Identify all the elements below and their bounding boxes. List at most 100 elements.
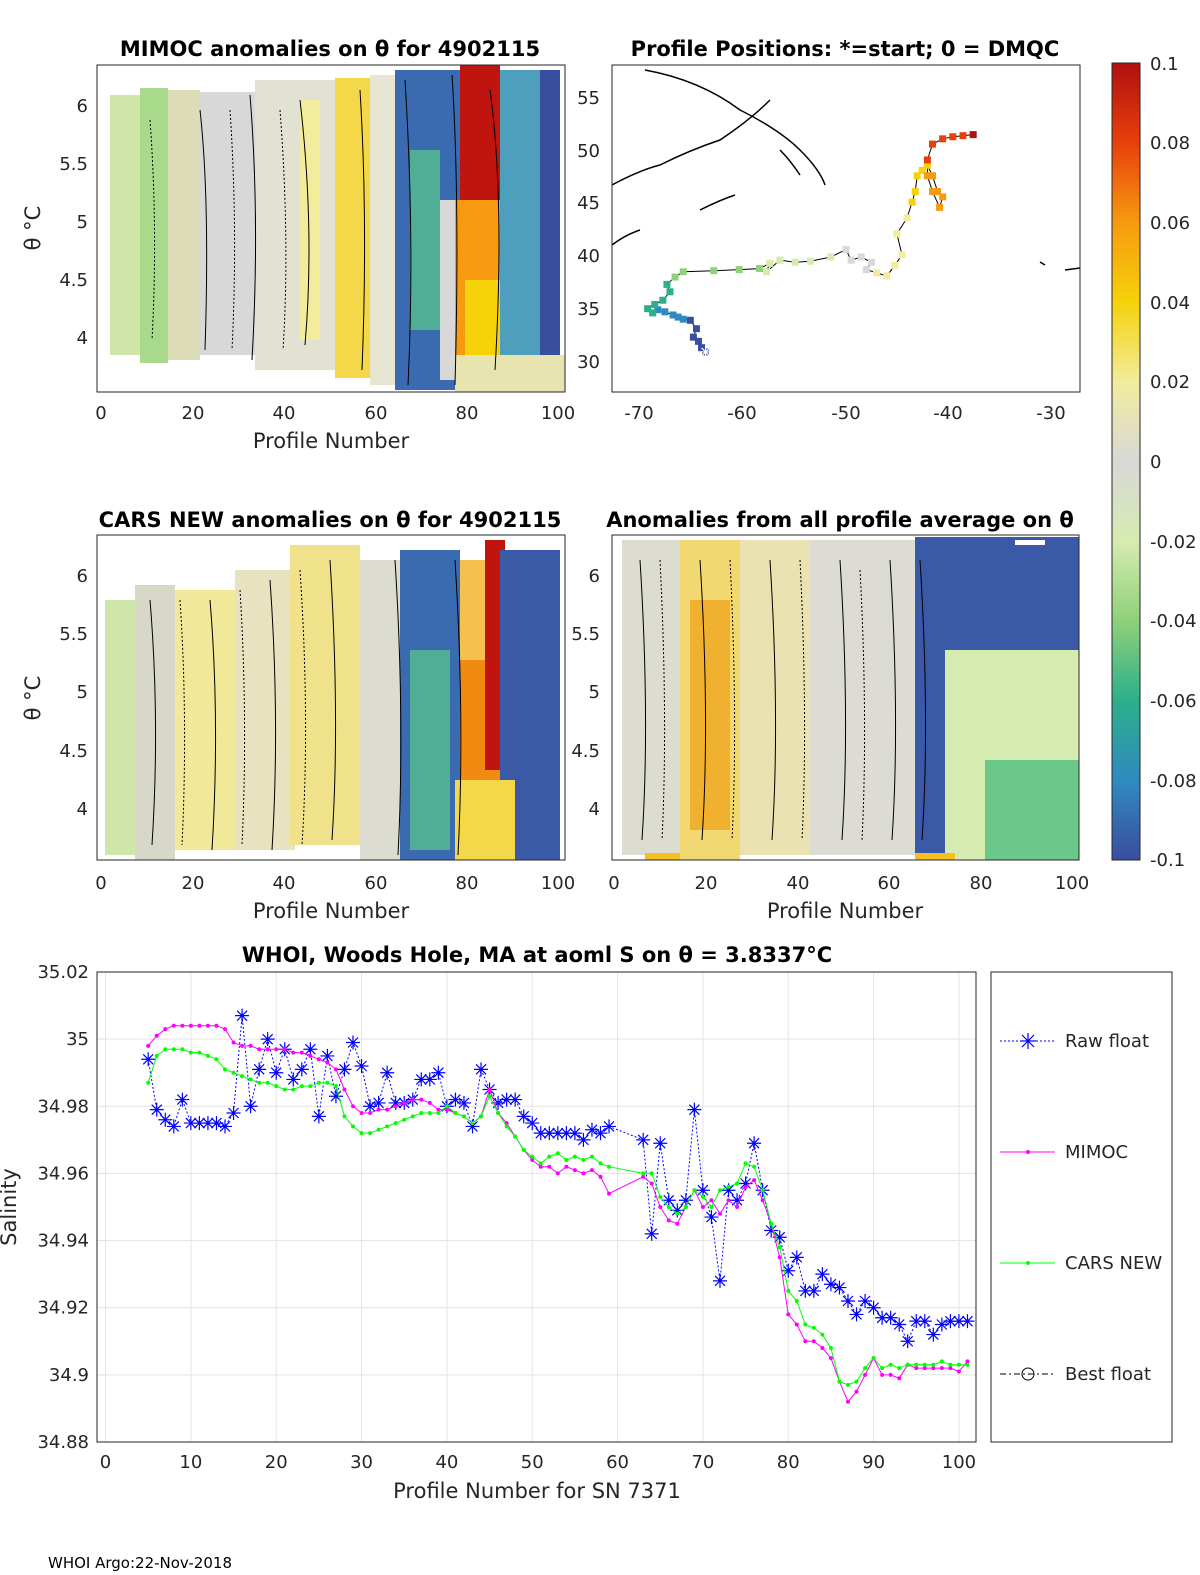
position-marker xyxy=(923,172,931,180)
data-point xyxy=(282,1087,287,1092)
data-point xyxy=(777,1245,782,1250)
data-point xyxy=(231,1070,236,1075)
cars-xticks: 0 20 40 60 80 100 xyxy=(95,873,575,894)
data-point xyxy=(530,1158,535,1162)
positions-axes-box xyxy=(611,64,1081,393)
position-marker xyxy=(674,313,682,321)
data-point xyxy=(914,1366,919,1371)
data-point xyxy=(257,1080,262,1085)
data-point xyxy=(939,1359,944,1364)
colorbar-tick: -0.1 xyxy=(1150,850,1185,871)
allavg-xtick: 100 xyxy=(1055,873,1089,894)
data-point xyxy=(359,1111,364,1115)
data-point xyxy=(866,1300,881,1315)
data-point xyxy=(880,1372,885,1377)
data-point xyxy=(593,1126,608,1141)
data-point xyxy=(547,1164,552,1169)
data-point xyxy=(448,1092,463,1107)
data-point xyxy=(692,1188,697,1193)
position-marker xyxy=(654,306,662,314)
data-point xyxy=(223,1027,228,1032)
data-point xyxy=(752,1164,757,1169)
data-point xyxy=(675,1211,680,1216)
data-point xyxy=(572,1168,577,1173)
cars-axes-box xyxy=(96,534,566,861)
allavg-xtick: 20 xyxy=(695,873,718,894)
data-point xyxy=(644,1226,659,1241)
data-point xyxy=(789,1250,804,1265)
allavg-xtick: 80 xyxy=(970,873,993,894)
legend-label: CARS NEW xyxy=(1065,1253,1162,1274)
data-point xyxy=(905,1362,910,1367)
positions-panel: Profile Positions: *=start; 0 = DMQC -70… xyxy=(577,37,1081,424)
position-marker xyxy=(911,188,919,196)
data-point xyxy=(581,1158,586,1162)
data-point xyxy=(214,1023,219,1028)
data-point xyxy=(743,1161,748,1166)
position-marker xyxy=(686,316,694,324)
data-point xyxy=(811,1339,816,1344)
data-point xyxy=(700,1205,705,1209)
data-point xyxy=(496,1111,501,1115)
data-point xyxy=(342,1087,347,1092)
data-point xyxy=(205,1053,210,1058)
cars-xlabel: Profile Number xyxy=(253,899,410,923)
data-point xyxy=(888,1362,893,1367)
data-point xyxy=(269,1065,284,1080)
position-marker xyxy=(679,315,687,323)
position-marker xyxy=(873,269,881,277)
data-point xyxy=(257,1047,262,1052)
series-line-cars-new xyxy=(147,1048,968,1386)
position-marker xyxy=(791,258,799,266)
data-point xyxy=(359,1131,364,1136)
positions-ytick: 45 xyxy=(577,193,600,214)
data-point xyxy=(820,1332,825,1337)
salinity-ytick: 34.92 xyxy=(37,1298,89,1319)
data-point xyxy=(965,1359,970,1364)
salinity-ytick: 34.9 xyxy=(49,1365,89,1386)
position-marker xyxy=(842,246,850,254)
data-point xyxy=(474,1062,489,1077)
data-point xyxy=(943,1314,958,1329)
data-point xyxy=(798,1283,813,1298)
data-point xyxy=(649,1171,654,1176)
data-point xyxy=(892,1317,907,1332)
data-point xyxy=(346,1035,361,1050)
position-marker xyxy=(928,188,936,196)
position-marker xyxy=(735,266,743,274)
data-point xyxy=(900,1334,915,1349)
data-point xyxy=(845,1382,850,1387)
cars-yticks: 4 4.5 5 5.5 6 xyxy=(59,566,88,820)
data-point xyxy=(897,1366,902,1371)
position-marker xyxy=(857,253,865,261)
salinity-ytick: 34.96 xyxy=(37,1163,89,1184)
salinity-xtick: 30 xyxy=(350,1452,373,1473)
data-point xyxy=(948,1366,953,1371)
data-point xyxy=(837,1379,842,1384)
position-marker xyxy=(928,140,936,148)
data-point xyxy=(555,1171,560,1176)
data-point xyxy=(444,1104,449,1109)
data-point xyxy=(171,1047,176,1052)
salinity-chart: WHOI, Woods Hole, MA at aoml S on θ = 3.… xyxy=(0,943,1173,1503)
data-point xyxy=(316,1080,321,1085)
data-point xyxy=(871,1356,876,1361)
data-point xyxy=(584,1122,599,1137)
data-point xyxy=(291,1087,296,1092)
position-marker xyxy=(934,188,942,196)
data-point xyxy=(175,1092,190,1107)
salinity-xtick: 20 xyxy=(265,1452,288,1473)
position-marker xyxy=(692,325,700,333)
salinity-series xyxy=(141,1008,975,1404)
allavg-ytick: 4 xyxy=(589,799,600,820)
data-point xyxy=(649,1181,654,1186)
data-point xyxy=(602,1119,617,1134)
data-point xyxy=(419,1097,424,1102)
allavg-xtick: 60 xyxy=(878,873,901,894)
data-point xyxy=(960,1314,975,1329)
mimoc-axes-box xyxy=(96,64,566,393)
colorbar-tick: 0.04 xyxy=(1150,293,1190,314)
data-point xyxy=(316,1057,321,1062)
colorbar-tick: -0.02 xyxy=(1150,532,1197,553)
position-marker xyxy=(710,267,718,275)
